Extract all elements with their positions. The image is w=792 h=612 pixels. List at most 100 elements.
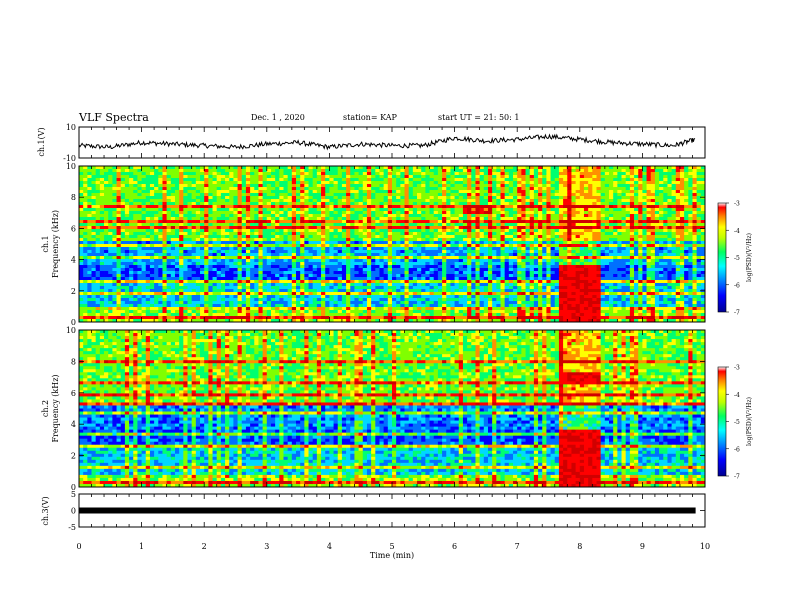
spectrogram-cell bbox=[170, 196, 176, 200]
spectrogram-cell bbox=[166, 190, 172, 194]
spectrogram-cell bbox=[454, 184, 460, 188]
spectrogram-cell bbox=[412, 196, 418, 200]
spectrogram-cell bbox=[333, 211, 339, 215]
spectrogram-cell bbox=[183, 196, 188, 200]
spectrogram-cell bbox=[308, 265, 314, 269]
spectrogram-cell bbox=[204, 211, 209, 215]
spectrogram-cell bbox=[195, 199, 201, 203]
spectrogram-cell bbox=[316, 250, 322, 254]
spectrogram-cell bbox=[145, 292, 151, 296]
spectrogram-cell bbox=[91, 289, 97, 293]
spectrogram-cell bbox=[99, 301, 105, 305]
spectrogram-cell bbox=[279, 178, 284, 182]
spectrogram-cell bbox=[154, 205, 159, 209]
spectrogram-cell bbox=[454, 244, 460, 248]
spectrogram-cell bbox=[408, 184, 414, 188]
spectrogram-cell bbox=[366, 316, 372, 320]
spectrogram-cell bbox=[412, 280, 418, 284]
spectrogram-cell bbox=[379, 196, 385, 200]
spectrogram-cell bbox=[104, 232, 109, 236]
spectrogram-cell bbox=[329, 229, 334, 233]
spectrogram-cell bbox=[400, 223, 405, 227]
spectrogram-cell bbox=[258, 301, 264, 305]
spectrogram-cell bbox=[296, 280, 301, 284]
spectrogram-cell bbox=[400, 214, 405, 218]
spectrogram-cell bbox=[375, 199, 380, 203]
spectrogram-cell bbox=[275, 238, 280, 242]
spectrogram-cell bbox=[220, 217, 226, 221]
spectrogram-cell bbox=[229, 268, 234, 272]
spectrogram-cell bbox=[316, 199, 322, 203]
spectrogram-cell bbox=[275, 283, 280, 287]
spectrogram-cell bbox=[220, 199, 226, 203]
spectrogram-cell bbox=[99, 229, 105, 233]
ch1-y-axis-label: ch.1(V) bbox=[37, 127, 46, 156]
spectrogram-cell bbox=[400, 229, 405, 233]
spectrogram-cell bbox=[191, 232, 197, 236]
spectrogram-cell bbox=[112, 187, 117, 191]
spectrogram-cell bbox=[258, 304, 264, 308]
spectrogram-cell bbox=[321, 172, 326, 176]
spectrogram-cell bbox=[325, 229, 330, 233]
spectrogram-cell bbox=[275, 289, 280, 293]
spectrogram-cell bbox=[275, 226, 280, 230]
spectrogram-cell bbox=[467, 175, 472, 179]
spectrogram-cell bbox=[321, 229, 326, 233]
spectrogram-cell bbox=[366, 199, 372, 203]
spectrogram-cell bbox=[112, 220, 117, 224]
spectrogram-cell bbox=[312, 196, 318, 200]
spectrogram-cell bbox=[79, 226, 84, 230]
spectrogram-cell bbox=[120, 244, 126, 248]
spectrogram-cell bbox=[350, 208, 355, 212]
spectrogram-cell bbox=[129, 256, 134, 260]
spectrogram-cell bbox=[442, 316, 447, 320]
spectrogram-cell bbox=[212, 247, 218, 251]
spectrogram-cell bbox=[141, 211, 147, 215]
spectrogram-cell bbox=[87, 187, 92, 191]
spectrogram-cell bbox=[133, 205, 138, 209]
spectrogram-cell bbox=[120, 220, 126, 224]
spectrogram-cell bbox=[262, 208, 268, 212]
spectrogram-cell bbox=[200, 307, 205, 311]
spectrogram-cell bbox=[149, 307, 155, 311]
spectrogram-cell bbox=[417, 262, 422, 266]
spectrogram-cell bbox=[354, 175, 360, 179]
spectrogram-cell bbox=[254, 295, 259, 299]
spectrogram-cell bbox=[195, 202, 201, 206]
spectrogram-cell bbox=[296, 307, 301, 311]
spectrogram-cell bbox=[300, 199, 305, 203]
spectrogram-cell bbox=[270, 238, 276, 242]
spectrogram-cell bbox=[270, 199, 276, 203]
spectrogram-cell bbox=[366, 169, 372, 173]
spectrogram-cell bbox=[137, 253, 142, 257]
spectrogram-cell bbox=[362, 175, 368, 179]
spectrogram-cell bbox=[141, 190, 147, 194]
spectrogram-cell bbox=[408, 280, 414, 284]
spectrogram-cell bbox=[379, 172, 385, 176]
spectrogram-cell bbox=[296, 193, 301, 197]
spectrogram-cell bbox=[262, 214, 268, 218]
spectrogram-cell bbox=[458, 241, 464, 245]
spectrogram-cell bbox=[417, 304, 422, 308]
spectrogram-cell bbox=[354, 262, 360, 266]
spectrogram-cell bbox=[129, 283, 134, 287]
spectrogram-cell bbox=[287, 298, 293, 302]
spectrogram-cell bbox=[91, 223, 97, 227]
spectrogram-cell bbox=[183, 214, 188, 218]
spectrogram-cell bbox=[162, 175, 168, 179]
spectrogram-cell bbox=[262, 178, 268, 182]
spectrogram-cell bbox=[387, 247, 393, 251]
spectrogram-cell bbox=[433, 205, 439, 209]
spectrogram-cell bbox=[250, 175, 255, 179]
spectrogram-cell bbox=[467, 238, 472, 242]
spectrogram-cell bbox=[166, 286, 172, 290]
spectrogram-cell bbox=[149, 232, 155, 236]
spectrogram-cell bbox=[417, 202, 422, 206]
spectrogram-cell bbox=[275, 184, 280, 188]
spectrogram-cell bbox=[421, 253, 426, 257]
spectrogram-cell bbox=[95, 301, 101, 305]
spectrogram-cell bbox=[200, 274, 205, 278]
spectrogram-cell bbox=[91, 280, 97, 284]
spectrogram-cell bbox=[396, 244, 401, 248]
spectrogram-cell bbox=[350, 286, 355, 290]
